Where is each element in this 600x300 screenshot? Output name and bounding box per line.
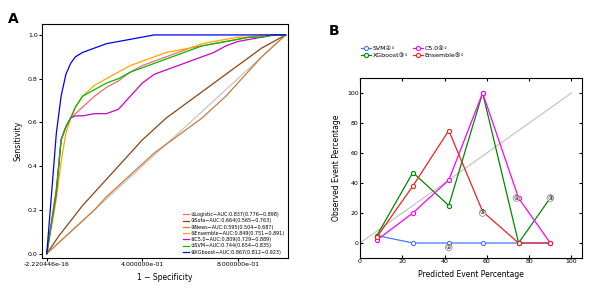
Legend: SVM②◦, XGboost③◦, C5.0④◦, Ensemble⑤◦: SVM②◦, XGboost③◦, C5.0④◦, Ensemble⑤◦ [359, 43, 467, 61]
X-axis label: Predicted Event Percentage: Predicted Event Percentage [418, 270, 524, 279]
Text: A: A [8, 12, 19, 26]
Y-axis label: Observed Event Percentage: Observed Event Percentage [332, 115, 341, 221]
Text: ②: ② [446, 245, 452, 250]
Legend: ②Logistic−AUC:0.837(0.776−0.898), ③Sofa−AUC:0.664(0.565−0.763), ④News−AUC:0.595(: ②Logistic−AUC:0.837(0.776−0.898), ③Sofa−… [182, 211, 286, 256]
Text: B: B [329, 24, 340, 38]
Text: ⑤: ⑤ [480, 211, 485, 215]
X-axis label: 1 − Specificity: 1 − Specificity [137, 273, 193, 282]
Text: ③: ③ [547, 196, 553, 200]
Y-axis label: Sensitivity: Sensitivity [13, 121, 22, 161]
Text: ④: ④ [514, 196, 519, 200]
